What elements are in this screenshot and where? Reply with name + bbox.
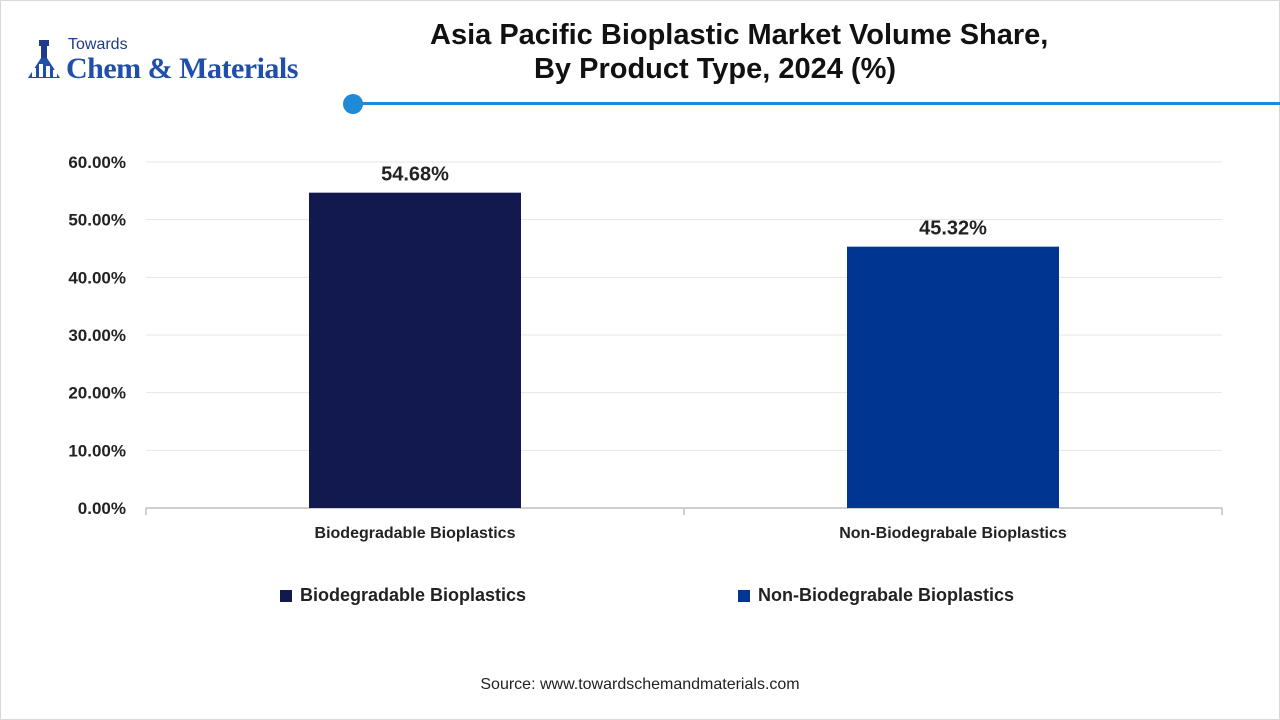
legend-swatch: [280, 589, 292, 602]
brand-top-line: Towards: [68, 36, 128, 53]
legend-item: Biodegradable Bioplastics: [280, 585, 526, 606]
title-underline-dot: [343, 94, 363, 114]
chart-title: Asia Pacific Bioplastic Market Volume Sh…: [430, 18, 1049, 86]
chart-legend: Biodegradable Bioplastics Non-Biodegrabal…: [0, 585, 1280, 609]
chart-title-line2: By Product Type, 2024 (%): [533, 53, 897, 85]
flask-icon: [28, 40, 60, 78]
legend-label: Non-Biodegrabale Bioplastics: [758, 585, 1015, 605]
data-label: 54.68%: [381, 164, 449, 186]
legend-swatch: [738, 589, 750, 602]
y-tick-label: 20.00%: [68, 384, 126, 403]
brand-logo: Towards Chem & Materials: [22, 34, 342, 94]
data-label: 45.32%: [919, 218, 987, 240]
y-tick-label: 10.00%: [68, 441, 126, 460]
x-tick-label: Non-Biodegrabale Bioplastics: [839, 525, 1067, 542]
y-tick-label: 40.00%: [68, 268, 126, 287]
legend-label: Biodegradable Bioplastics: [300, 585, 527, 605]
x-tick-label: Biodegradable Bioplastics: [315, 525, 516, 542]
y-tick-label: 30.00%: [68, 326, 126, 345]
source-note: Source: www.towardschemandmaterials.com: [480, 676, 800, 693]
title-underline: [353, 102, 1280, 105]
y-tick-label: 0.00%: [78, 499, 126, 518]
bar: [309, 192, 521, 509]
y-tick-label: 60.00%: [68, 153, 126, 172]
brand-main-line: Chem & Materials: [66, 52, 298, 85]
legend-item: Non-Biodegrabale Bioplastics: [738, 585, 1014, 606]
y-tick-label: 50.00%: [68, 211, 126, 230]
chart-title-line1: Asia Pacific Bioplastic Market Volume Sh…: [430, 19, 1049, 51]
bar: [847, 246, 1059, 508]
